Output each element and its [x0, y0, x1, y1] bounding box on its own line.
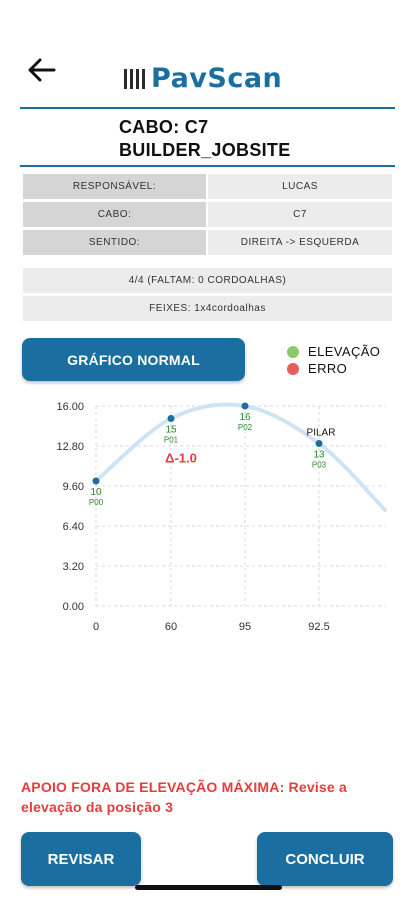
- elevation-chart: 16.00 12.80 9.60 6.40 3.20 0.00 0 60 95 92.5 10 P00…: [40, 392, 415, 637]
- feixes-box: FEIXES: 1x4cordoalhas: [23, 296, 392, 321]
- logo-text: PavScan: [151, 62, 283, 94]
- x-tick-label: 92.5: [308, 621, 329, 633]
- error-dot-icon: [287, 362, 299, 375]
- legend-item-erro: ERRO: [287, 360, 380, 377]
- y-tick-label: 12.80: [56, 441, 84, 453]
- elevation-dot-icon: [287, 345, 299, 358]
- legend-label: ERRO: [308, 361, 348, 376]
- info-label: SENTIDO:: [23, 230, 206, 255]
- progress-box: 4/4 (FALTAM: 0 CORDOALHAS): [23, 268, 392, 293]
- point-position-label: P01: [164, 436, 179, 445]
- home-indicator: [135, 885, 282, 890]
- legend-item-elevacao: ELEVAÇÃO: [287, 343, 380, 360]
- legend-label: ELEVAÇÃO: [308, 344, 381, 359]
- data-point: [167, 415, 175, 422]
- point-value-label: 15: [165, 425, 177, 436]
- info-value: C7: [208, 202, 392, 227]
- delta-annotation: Δ-1.0: [165, 451, 197, 466]
- x-tick-label: 0: [93, 621, 99, 633]
- point-position-label: P02: [238, 423, 253, 432]
- x-tick-label: 95: [239, 621, 251, 633]
- info-row-responsavel: RESPONSÁVEL: LUCAS: [23, 174, 392, 199]
- info-label: CABO:: [23, 202, 206, 227]
- jobsite-title: BUILDER_JOBSITE: [119, 140, 291, 160]
- info-table: RESPONSÁVEL: LUCAS CABO: C7 SENTIDO: DIR…: [23, 174, 392, 258]
- point-value-label: 10: [90, 487, 102, 498]
- back-arrow-icon[interactable]: [24, 52, 60, 88]
- app-logo: PavScan: [124, 58, 282, 98]
- y-tick-label: 0.00: [63, 601, 84, 613]
- barcode-icon: [124, 67, 145, 89]
- chart-legend: ELEVAÇÃO ERRO: [287, 343, 380, 377]
- warning-message: APOIO FORA DE ELEVAÇÃO MÁXIMA: Revise a …: [21, 779, 347, 815]
- point-value-label: 16: [239, 412, 251, 423]
- cable-title: CABO: C7: [119, 117, 209, 137]
- info-value: LUCAS: [208, 174, 392, 199]
- revisar-button[interactable]: REVISAR: [21, 832, 141, 886]
- info-row-cabo: CABO: C7: [23, 202, 392, 227]
- x-tick-label: 60: [165, 621, 177, 633]
- chart-mode-button[interactable]: GRÁFICO NORMAL: [22, 338, 245, 381]
- point-position-label: P03: [312, 461, 327, 470]
- chart-svg: 16.00 12.80 9.60 6.40 3.20 0.00 0 60 95 92.5 10P00…: [56, 401, 387, 633]
- point-value-label: 13: [313, 450, 325, 461]
- data-point: [315, 440, 323, 447]
- info-label: RESPONSÁVEL:: [23, 174, 206, 199]
- y-tick-label: 6.40: [63, 521, 84, 533]
- data-point: [92, 477, 100, 485]
- data-point: [241, 402, 249, 410]
- title-divider: [20, 165, 395, 167]
- header-divider: [20, 107, 395, 109]
- pilar-label: PILAR: [307, 428, 336, 439]
- info-row-sentido: SENTIDO: DIREITA -> ESQUERDA: [23, 230, 392, 255]
- concluir-button[interactable]: CONCLUIR: [257, 832, 393, 886]
- y-tick-label: 3.20: [63, 561, 84, 573]
- y-tick-label: 16.00: [56, 401, 84, 413]
- y-tick-label: 9.60: [63, 481, 84, 493]
- info-value: DIREITA -> ESQUERDA: [208, 230, 392, 255]
- point-position-label: P00: [89, 498, 104, 507]
